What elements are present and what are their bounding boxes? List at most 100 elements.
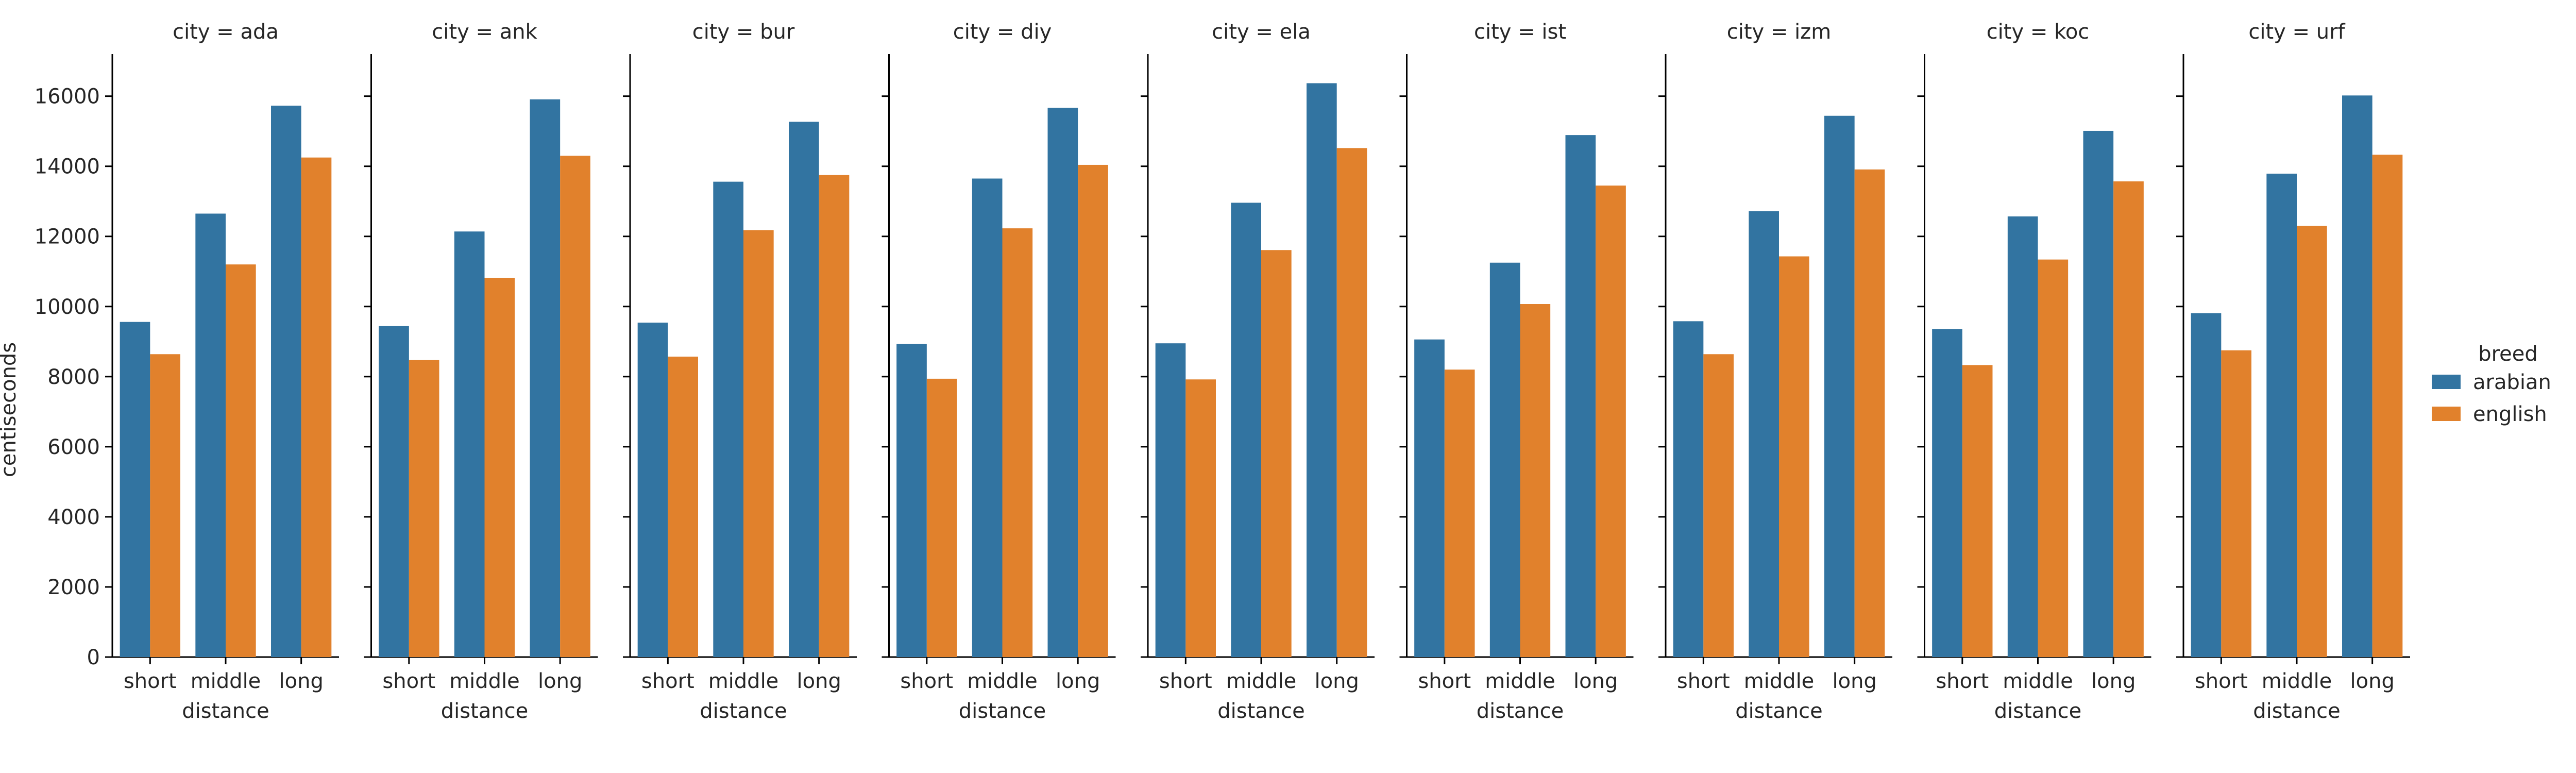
x-tick-label-short: short bbox=[1677, 669, 1730, 693]
bar-urf-english-middle bbox=[2297, 226, 2327, 657]
bar-ist-english-short bbox=[1444, 369, 1475, 657]
x-tick-label-long: long bbox=[2091, 669, 2136, 693]
x-tick-label-short: short bbox=[900, 669, 953, 693]
bar-ada-arabian-long bbox=[271, 105, 301, 658]
bar-ist-arabian-middle bbox=[1489, 262, 1520, 657]
x-tick-label-long: long bbox=[1056, 669, 1100, 693]
y-axis-label: centiseconds bbox=[0, 342, 21, 477]
bar-koc-arabian-long bbox=[2083, 130, 2114, 657]
facet-title-ist: city = ist bbox=[1474, 20, 1566, 44]
bar-ada-english-short bbox=[150, 354, 180, 657]
bar-izm-english-middle bbox=[1779, 256, 1809, 658]
bar-diy-arabian-middle bbox=[972, 178, 1003, 657]
x-tick-label-long: long bbox=[1315, 669, 1359, 693]
bar-ank-arabian-middle bbox=[454, 231, 485, 658]
x-tick-label-middle: middle bbox=[1744, 669, 1815, 693]
bar-urf-arabian-middle bbox=[2266, 173, 2297, 657]
x-tick-label-short: short bbox=[124, 669, 177, 693]
bar-ist-english-long bbox=[1596, 186, 1626, 657]
legend-swatch-english bbox=[2432, 407, 2461, 421]
bar-ank-english-middle bbox=[484, 277, 515, 657]
facet-ist: city = ist short middle long distance bbox=[1399, 20, 1634, 723]
y-tick-label: 14000 bbox=[35, 155, 100, 179]
x-tick-label-short: short bbox=[2195, 669, 2248, 693]
x-axis-label: distance bbox=[441, 699, 529, 723]
facet-ela: city = ela short middle long distance bbox=[1141, 20, 1375, 723]
y-tick-label: 6000 bbox=[47, 435, 100, 459]
bar-bur-arabian-long bbox=[789, 122, 819, 657]
bar-diy-english-short bbox=[926, 378, 957, 657]
bar-ada-arabian-middle bbox=[195, 213, 226, 657]
x-tick-label-short: short bbox=[1418, 669, 1471, 693]
bar-diy-arabian-long bbox=[1047, 108, 1078, 658]
legend-title: breed bbox=[2478, 342, 2538, 366]
bar-bur-english-long bbox=[819, 175, 850, 657]
legend: breed arabian english bbox=[2432, 342, 2551, 426]
bar-urf-english-short bbox=[2221, 350, 2251, 657]
facet-diy: city = diy short middle long distance bbox=[882, 20, 1116, 723]
bar-ada-arabian-short bbox=[120, 322, 150, 657]
bar-diy-arabian-short bbox=[896, 344, 927, 657]
legend-swatch-arabian bbox=[2432, 375, 2461, 389]
bar-ela-arabian-short bbox=[1155, 343, 1186, 657]
x-axis-label: distance bbox=[959, 699, 1046, 723]
x-tick-label-long: long bbox=[2350, 669, 2395, 693]
x-tick-label-middle: middle bbox=[191, 669, 261, 693]
x-tick-label-long: long bbox=[1833, 669, 1877, 693]
bar-bur-english-short bbox=[668, 357, 698, 657]
x-tick-label-middle: middle bbox=[1485, 669, 1555, 693]
x-tick-label-short: short bbox=[1936, 669, 1989, 693]
bar-koc-arabian-middle bbox=[2007, 216, 2038, 658]
x-tick-label-middle: middle bbox=[967, 669, 1038, 693]
x-tick-label-long: long bbox=[1573, 669, 1618, 693]
bar-urf-english-long bbox=[2372, 155, 2403, 657]
facet-title-diy: city = diy bbox=[953, 20, 1052, 44]
bar-diy-english-middle bbox=[1002, 228, 1033, 658]
y-tick-label: 8000 bbox=[47, 365, 100, 389]
x-tick-label-short: short bbox=[382, 669, 435, 693]
bar-bur-english-middle bbox=[743, 230, 774, 657]
bar-ela-english-short bbox=[1185, 379, 1216, 657]
bar-koc-english-short bbox=[1962, 365, 1993, 657]
x-tick-label-long: long bbox=[279, 669, 324, 693]
bar-ist-arabian-long bbox=[1565, 135, 1596, 657]
facet-grid: city = ada 0 2000 4000 6000 8000 10000 12000 140… bbox=[35, 20, 2410, 723]
facet-title-ada: city = ada bbox=[173, 20, 279, 44]
x-axis-label: distance bbox=[1477, 699, 1564, 723]
y-tick-label: 10000 bbox=[35, 295, 100, 319]
x-axis-label: distance bbox=[2253, 699, 2341, 723]
x-tick-label-short: short bbox=[641, 669, 694, 693]
facet-bur: city = bur short middle long distance bbox=[623, 20, 857, 723]
bar-ela-english-long bbox=[1336, 148, 1367, 657]
facet-title-urf: city = urf bbox=[2248, 20, 2345, 44]
bar-koc-arabian-short bbox=[1932, 329, 1962, 657]
x-tick-label-long: long bbox=[538, 669, 582, 693]
facet-koc: city = koc short middle long distance bbox=[1917, 20, 2151, 723]
bar-bur-arabian-middle bbox=[713, 181, 743, 658]
bar-izm-arabian-short bbox=[1673, 321, 1704, 657]
y-tick-label: 16000 bbox=[35, 85, 100, 109]
x-axis-label: distance bbox=[1217, 699, 1305, 723]
facet-title-ank: city = ank bbox=[432, 20, 537, 44]
bar-bur-arabian-short bbox=[637, 323, 668, 657]
bar-koc-english-middle bbox=[2038, 259, 2069, 657]
bar-ist-arabian-short bbox=[1414, 339, 1445, 657]
bar-izm-english-short bbox=[1703, 354, 1734, 657]
facet-title-koc: city = koc bbox=[1987, 20, 2090, 44]
y-tick-label: 2000 bbox=[47, 576, 100, 599]
bar-ada-english-middle bbox=[226, 264, 256, 657]
facet-title-bur: city = bur bbox=[692, 20, 795, 44]
bar-ada-english-long bbox=[301, 157, 332, 658]
bar-koc-english-long bbox=[2113, 181, 2144, 657]
legend-label-arabian: arabian bbox=[2473, 371, 2551, 394]
y-tick-label: 12000 bbox=[35, 225, 100, 249]
bar-urf-arabian-long bbox=[2342, 95, 2372, 657]
y-tick-label: 0 bbox=[87, 646, 100, 669]
facet-ada: city = ada 0 2000 4000 6000 8000 10000 12000 140… bbox=[35, 20, 339, 723]
facet-ank: city = ank short middle long distance bbox=[364, 20, 598, 723]
bar-ela-arabian-long bbox=[1307, 83, 1337, 657]
bar-izm-arabian-long bbox=[1824, 115, 1855, 657]
facet-izm: city = izm short middle long distance bbox=[1658, 20, 1892, 723]
facet-title-ela: city = ela bbox=[1212, 20, 1311, 44]
